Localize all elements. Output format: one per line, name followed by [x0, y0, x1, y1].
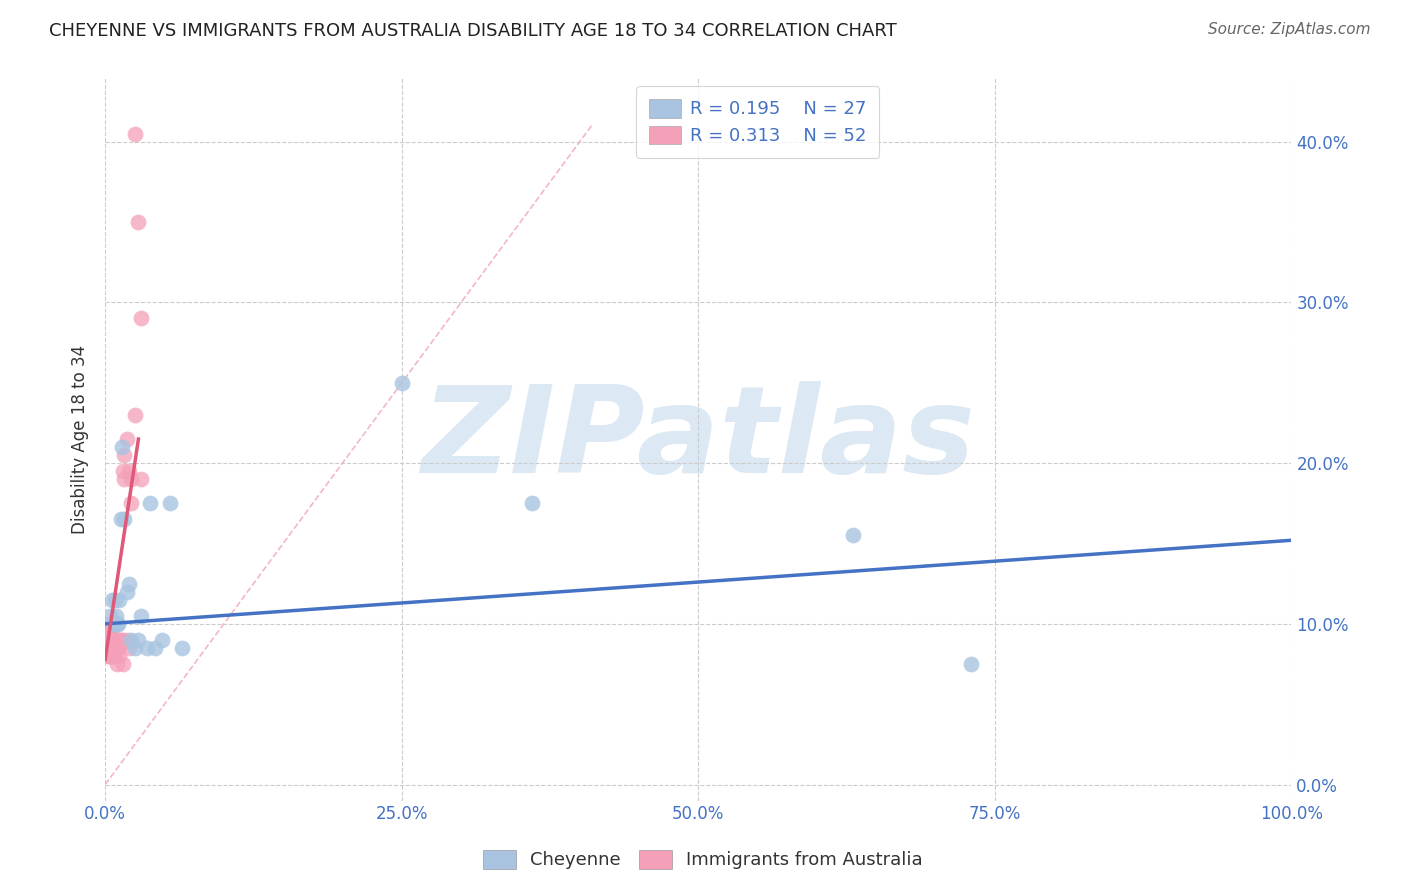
Point — [97, 632, 120, 647]
Point — [101, 592, 124, 607]
Point — [108, 648, 131, 663]
Point — [107, 616, 129, 631]
Point — [120, 496, 142, 510]
Point — [97, 648, 120, 663]
Point — [960, 657, 983, 671]
Point — [104, 632, 127, 647]
Point — [111, 632, 134, 647]
Point — [110, 512, 132, 526]
Point — [118, 464, 141, 478]
Point — [139, 496, 162, 510]
Point — [98, 648, 121, 663]
Point — [101, 632, 124, 647]
Point — [96, 624, 118, 639]
Point — [522, 496, 544, 510]
Legend: R = 0.195    N = 27, R = 0.313    N = 52: R = 0.195 N = 27, R = 0.313 N = 52 — [636, 87, 879, 158]
Point — [107, 632, 129, 647]
Point — [97, 624, 120, 639]
Point — [127, 632, 149, 647]
Legend: Cheyenne, Immigrants from Australia: Cheyenne, Immigrants from Australia — [474, 841, 932, 879]
Point — [115, 432, 138, 446]
Point — [143, 640, 166, 655]
Point — [100, 632, 122, 647]
Point — [124, 640, 146, 655]
Point — [150, 632, 173, 647]
Point — [110, 632, 132, 647]
Point — [115, 632, 138, 647]
Point — [391, 376, 413, 390]
Point — [127, 215, 149, 229]
Point — [105, 616, 128, 631]
Point — [104, 608, 127, 623]
Point — [104, 640, 127, 655]
Point — [103, 640, 125, 655]
Point — [104, 640, 127, 655]
Point — [112, 512, 135, 526]
Point — [97, 640, 120, 655]
Point — [103, 632, 125, 647]
Point — [96, 640, 118, 655]
Point — [100, 648, 122, 663]
Point — [112, 448, 135, 462]
Point — [118, 576, 141, 591]
Point — [129, 311, 152, 326]
Point — [98, 640, 121, 655]
Point — [129, 608, 152, 623]
Point — [111, 464, 134, 478]
Point — [111, 440, 134, 454]
Text: ZIPatlas: ZIPatlas — [422, 381, 976, 498]
Point — [111, 657, 134, 671]
Point — [172, 640, 194, 655]
Point — [159, 496, 181, 510]
Point — [101, 640, 124, 655]
Point — [129, 472, 152, 486]
Point — [97, 640, 120, 655]
Point — [97, 632, 120, 647]
Text: CHEYENNE VS IMMIGRANTS FROM AUSTRALIA DISABILITY AGE 18 TO 34 CORRELATION CHART: CHEYENNE VS IMMIGRANTS FROM AUSTRALIA DI… — [49, 22, 897, 40]
Point — [120, 472, 142, 486]
Point — [96, 632, 118, 647]
Point — [841, 528, 863, 542]
Point — [108, 640, 131, 655]
Point — [97, 624, 120, 639]
Point — [100, 624, 122, 639]
Point — [98, 632, 121, 647]
Point — [135, 640, 157, 655]
Point — [124, 127, 146, 141]
Point — [118, 640, 141, 655]
Y-axis label: Disability Age 18 to 34: Disability Age 18 to 34 — [72, 344, 89, 533]
Point — [98, 608, 121, 623]
Point — [105, 657, 128, 671]
Point — [97, 632, 120, 647]
Point — [96, 616, 118, 631]
Point — [103, 616, 125, 631]
Point — [104, 632, 127, 647]
Text: Source: ZipAtlas.com: Source: ZipAtlas.com — [1208, 22, 1371, 37]
Point — [108, 592, 131, 607]
Point — [120, 632, 142, 647]
Point — [104, 592, 127, 607]
Point — [105, 640, 128, 655]
Point — [97, 648, 120, 663]
Point — [100, 640, 122, 655]
Point — [103, 648, 125, 663]
Point — [115, 584, 138, 599]
Point — [124, 408, 146, 422]
Point — [101, 648, 124, 663]
Point — [112, 472, 135, 486]
